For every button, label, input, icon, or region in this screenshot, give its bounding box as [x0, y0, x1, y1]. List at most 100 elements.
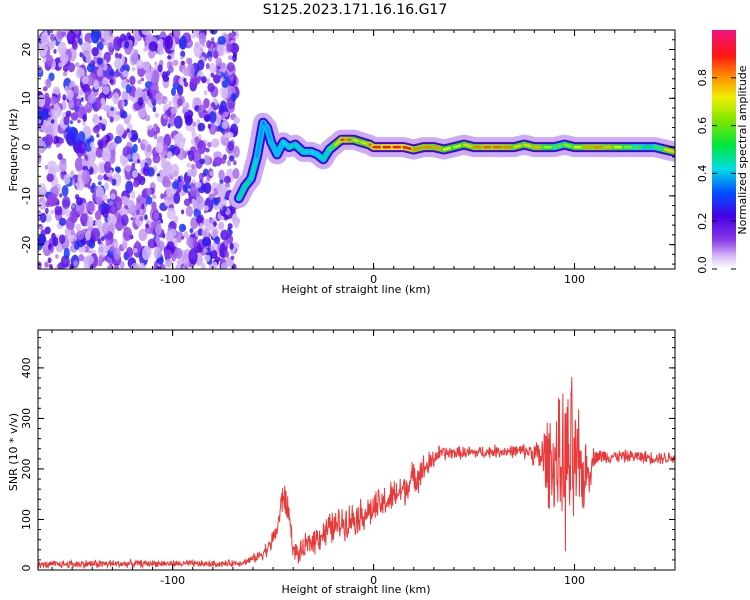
noise-speck: [219, 185, 226, 198]
noise-speck: [233, 220, 239, 229]
noise-speck: [108, 222, 116, 232]
colorbar: 0.0 0.2 0.4 0.6 0.8: [696, 30, 736, 274]
noise-speck: [95, 146, 104, 158]
noise-speck: [148, 41, 158, 52]
noise-speck: [210, 72, 215, 78]
noise-speck: [137, 138, 141, 144]
noise-speck: [80, 97, 84, 102]
noise-speck: [181, 236, 185, 240]
colorbar-band: [712, 97, 736, 101]
noise-speck: [98, 181, 102, 186]
noise-speck: [224, 240, 229, 248]
noise-speck: [124, 40, 130, 49]
noise-speck: [92, 125, 101, 134]
noise-speck: [132, 49, 139, 58]
noise-speckles: [38, 30, 240, 269]
noise-speck: [146, 144, 152, 153]
noise-speck: [78, 140, 87, 154]
noise-speck: [174, 247, 183, 259]
noise-speck: [169, 220, 177, 231]
colorbar-band: [712, 109, 736, 113]
noise-speck: [114, 58, 121, 69]
noise-speck: [211, 37, 215, 41]
noise-speck: [71, 203, 76, 209]
colorbar-band: [712, 111, 736, 115]
noise-speck: [86, 216, 94, 228]
noise-speck: [123, 227, 132, 241]
noise-speck: [140, 143, 146, 151]
noise-speck: [200, 186, 205, 191]
colorbar-tick-label: 0.4: [696, 165, 709, 183]
noise-speck: [67, 62, 76, 73]
noise-speck: [198, 134, 202, 140]
noise-speck: [113, 264, 120, 269]
spectrogram-frame: [37, 29, 676, 270]
noise-speck: [142, 61, 151, 71]
noise-speck: [75, 223, 82, 231]
noise-speck: [224, 251, 230, 258]
noise-speck: [64, 208, 71, 218]
noise-speck: [218, 221, 225, 231]
noise-speck: [62, 125, 66, 131]
colorbar-band: [712, 147, 736, 151]
colorbar-band: [712, 265, 736, 268]
noise-speck: [201, 76, 207, 84]
noise-speck: [61, 196, 71, 210]
colorbar-band: [712, 73, 736, 77]
noise-speck: [130, 217, 134, 221]
noise-speck: [233, 116, 240, 124]
noise-speck: [135, 240, 140, 247]
noise-speck: [150, 97, 155, 104]
noise-speck: [78, 254, 84, 262]
noise-speck: [170, 106, 178, 115]
noise-speck: [63, 173, 71, 185]
noise-speck: [167, 123, 171, 129]
noise-speck: [156, 43, 164, 56]
colorbar-band: [712, 215, 736, 218]
noise-speck: [85, 54, 92, 64]
noise-speck: [222, 205, 228, 213]
colorbar-band: [712, 229, 736, 232]
noise-speck: [40, 212, 47, 223]
noise-speck: [212, 221, 217, 227]
ridge-core: [663, 148, 675, 154]
noise-speck: [113, 71, 119, 78]
noise-speck: [156, 265, 162, 269]
noise-speck: [183, 77, 187, 83]
colorbar-band: [712, 123, 736, 127]
spectrogram-x-axis-label: Height of straight line (km): [281, 283, 430, 296]
noise-speck: [109, 149, 116, 158]
noise-speck: [229, 76, 234, 82]
noise-speck: [77, 119, 81, 124]
noise-speck: [174, 37, 181, 45]
noise-speck: [139, 262, 145, 269]
colorbar-band: [712, 145, 736, 149]
noise-speck: [126, 154, 132, 160]
noise-speck: [56, 107, 62, 117]
noise-speck: [153, 211, 160, 220]
noise-speck: [93, 80, 100, 90]
noise-speck: [91, 182, 96, 189]
noise-speck: [113, 247, 121, 261]
noise-speck: [70, 229, 75, 236]
noise-speck: [88, 249, 92, 254]
noise-speck: [88, 240, 96, 249]
noise-speck: [192, 179, 196, 184]
noise-speck: [203, 205, 209, 211]
colorbar-band: [712, 67, 736, 71]
spectrogram-y-axis-label: Frequency (Hz): [7, 109, 20, 192]
noise-speck: [110, 107, 114, 112]
noise-speck: [195, 215, 203, 224]
noise-speck: [109, 116, 114, 123]
noise-speck: [194, 241, 199, 247]
colorbar-band: [712, 169, 736, 173]
noise-speck: [91, 47, 99, 57]
colorbar-tick-label: 0.2: [696, 212, 709, 230]
colorbar-band: [712, 161, 736, 165]
noise-speck: [212, 261, 218, 269]
colorbar-band: [712, 43, 736, 47]
noise-speck: [130, 190, 136, 200]
noise-speck: [121, 110, 128, 119]
noise-speck: [173, 192, 181, 204]
noise-speck: [132, 170, 139, 178]
